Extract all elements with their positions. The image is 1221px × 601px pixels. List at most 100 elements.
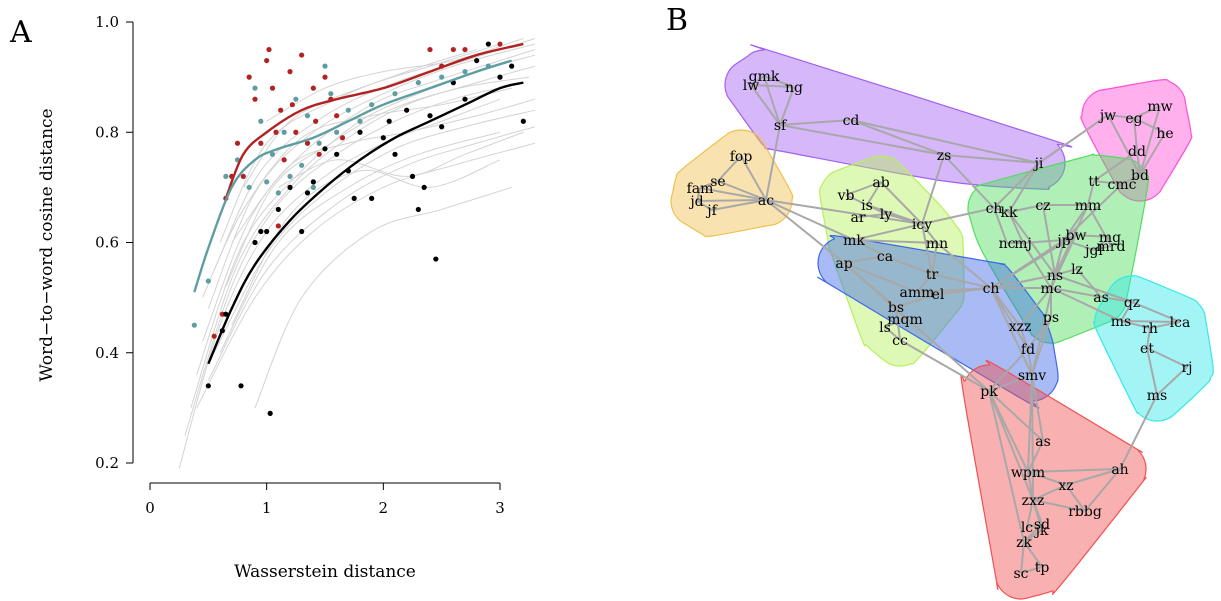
network-edge [699, 180, 719, 189]
network-edge [1027, 471, 1067, 486]
node-label-tt: tt [1088, 174, 1100, 190]
network-edge [696, 187, 701, 202]
node-label-smv: smv [1018, 368, 1046, 384]
network-edge [1020, 566, 1043, 574]
node-label-xz: xz [1058, 478, 1073, 494]
y-tick-label: 0.2 [95, 454, 119, 472]
background-line [219, 131, 501, 353]
node-label-zk: zk [1016, 535, 1032, 551]
network-edge [853, 239, 938, 244]
red-point [281, 157, 287, 163]
red-point [275, 223, 281, 229]
red-point [287, 69, 293, 75]
x-tick-label: 1 [262, 499, 272, 517]
network-edge [990, 287, 1033, 376]
network-edge [1023, 541, 1043, 568]
y-ticks: 0.2 0.4 0.6 0.8 1.0 [95, 13, 133, 472]
node-label-ab: ab [872, 175, 889, 191]
teal-point [299, 162, 305, 168]
network-edge [1139, 132, 1166, 176]
teal-point [205, 278, 211, 284]
node-label-he: he [1156, 126, 1173, 142]
node-label-pk: pk [980, 384, 998, 400]
network-edge [921, 223, 938, 244]
network-edge [750, 75, 765, 86]
teal-point [264, 179, 270, 185]
network-edge [1065, 468, 1121, 486]
network-edge [763, 75, 781, 126]
x-ticks: 0 1 2 3 [145, 483, 505, 517]
network-edge [993, 207, 1008, 244]
background-lines [178, 38, 536, 469]
teal-point [275, 190, 281, 196]
node-label-lw: lw [743, 78, 759, 94]
node-label-ca: ca [877, 249, 893, 265]
node-label-lz: lz [1071, 262, 1083, 278]
y-tick-label: 0.8 [95, 123, 119, 141]
network-edge [1026, 499, 1034, 528]
node-label-ch1: ch [986, 201, 1003, 217]
network-edge [1008, 211, 1056, 276]
node-label-nc: nc [999, 236, 1016, 252]
network-edge [1063, 239, 1095, 251]
background-line [231, 98, 536, 243]
node-label-ng: ng [785, 80, 803, 96]
panel-a-chart: 0.2 0.4 0.6 0.8 1.0 0 1 2 3 Word−to−word cosine… [37, 13, 536, 582]
node-label-tr: tr [926, 267, 939, 283]
red-point [450, 46, 456, 53]
network-edge [717, 155, 742, 182]
network-edge [1026, 523, 1043, 528]
axes: 0.2 0.4 0.6 0.8 1.0 0 1 2 3 [95, 13, 505, 517]
node-label-ac: ac [758, 193, 774, 209]
node-label-icy: icy [912, 217, 932, 233]
network-edge [1022, 242, 1052, 289]
red-point [289, 102, 295, 108]
teal-point [191, 322, 197, 328]
network-edge [1146, 347, 1158, 396]
teal-point [369, 102, 375, 108]
node-label-et: et [1140, 341, 1154, 357]
network-edge [899, 339, 990, 392]
node-label-mqm: mqm [887, 312, 923, 328]
black-point [380, 135, 386, 141]
network-edge [1032, 484, 1067, 501]
node-label-jw: jw [1098, 108, 1116, 124]
network-edge [857, 213, 887, 218]
node-label-fam: fam [687, 181, 714, 197]
network-edge [1023, 529, 1043, 543]
node-label-zs: zs [937, 148, 952, 164]
node-label-ch2: ch [983, 281, 1000, 297]
x-tick-label: 0 [145, 499, 155, 517]
network-edge [1022, 239, 1065, 244]
network-edge [884, 255, 933, 275]
network-edge [884, 326, 901, 341]
node-label-bd: bd [1131, 168, 1149, 184]
network-edge [1027, 440, 1044, 473]
teal-point [328, 91, 334, 97]
network-edge [921, 154, 945, 225]
teal-point [269, 151, 276, 157]
black-point [409, 173, 416, 179]
node-label-bw: bw [1066, 228, 1087, 244]
node-label-cd: cd [843, 113, 860, 129]
network-edge [943, 154, 995, 209]
black-point [258, 228, 264, 235]
red-point [266, 46, 272, 53]
node-label-mrd: mrd [1097, 239, 1126, 255]
node-label-jp: jp [1055, 233, 1070, 249]
network-edge [990, 234, 1077, 289]
node-label-lc: lc [1021, 520, 1033, 536]
node-label-rj: rj [1181, 360, 1192, 376]
network-edge [988, 390, 1034, 501]
black-point [351, 195, 357, 201]
network-edge [1027, 348, 1033, 376]
node-label-ar: ar [850, 210, 865, 226]
network-edge [779, 124, 945, 156]
y-tick-label: 0.4 [95, 344, 119, 362]
network-edge [931, 242, 938, 275]
network-edge [763, 75, 795, 88]
network-edge [779, 86, 795, 126]
